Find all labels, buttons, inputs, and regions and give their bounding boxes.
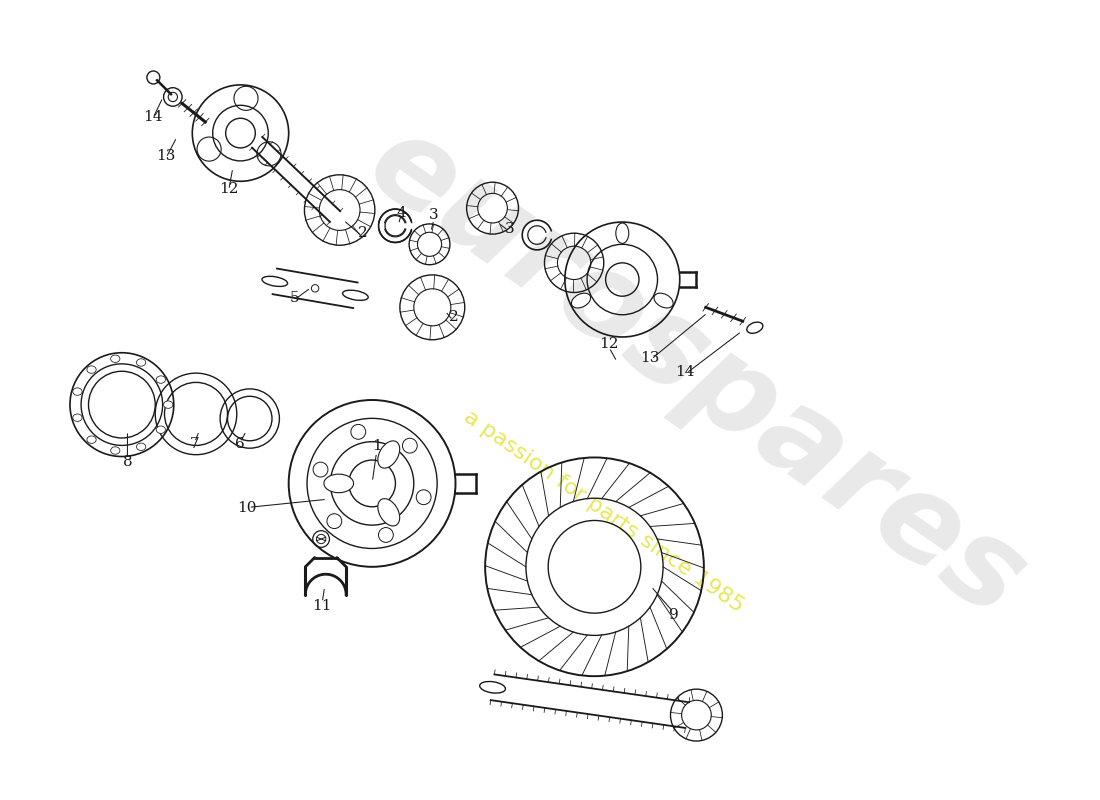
Text: a passion for parts since 1985: a passion for parts since 1985 <box>460 406 748 616</box>
Ellipse shape <box>156 376 165 383</box>
Text: 5: 5 <box>289 291 299 305</box>
Ellipse shape <box>136 358 145 366</box>
Text: 2: 2 <box>358 226 367 240</box>
Ellipse shape <box>87 436 96 443</box>
Ellipse shape <box>111 446 120 454</box>
Text: eurospares: eurospares <box>346 102 1046 642</box>
Text: 1: 1 <box>372 439 382 454</box>
Text: 3: 3 <box>505 222 514 235</box>
Ellipse shape <box>262 276 287 286</box>
Text: 6: 6 <box>234 437 244 450</box>
Ellipse shape <box>377 498 399 526</box>
Ellipse shape <box>342 290 369 300</box>
Ellipse shape <box>480 682 505 693</box>
Text: 8: 8 <box>122 455 132 469</box>
Ellipse shape <box>377 441 399 468</box>
Text: 10: 10 <box>238 501 256 514</box>
Ellipse shape <box>164 401 173 408</box>
Text: 13: 13 <box>156 150 175 163</box>
Ellipse shape <box>572 293 591 308</box>
Ellipse shape <box>136 443 145 450</box>
Text: 12: 12 <box>219 182 239 196</box>
Text: 12: 12 <box>598 338 618 351</box>
Text: 11: 11 <box>312 598 332 613</box>
Ellipse shape <box>323 474 353 493</box>
Ellipse shape <box>654 293 673 308</box>
Text: 2: 2 <box>449 310 459 323</box>
Ellipse shape <box>87 366 96 374</box>
Text: 9: 9 <box>669 608 679 622</box>
Ellipse shape <box>156 426 165 434</box>
Text: 4: 4 <box>397 206 407 220</box>
Text: 7: 7 <box>189 437 199 450</box>
Ellipse shape <box>73 388 82 395</box>
Text: 13: 13 <box>640 351 660 366</box>
Ellipse shape <box>747 322 763 334</box>
Text: 14: 14 <box>143 110 162 124</box>
Ellipse shape <box>111 355 120 362</box>
Ellipse shape <box>616 223 629 243</box>
Ellipse shape <box>73 414 82 422</box>
Text: 3: 3 <box>429 208 439 222</box>
Text: 14: 14 <box>675 365 695 379</box>
